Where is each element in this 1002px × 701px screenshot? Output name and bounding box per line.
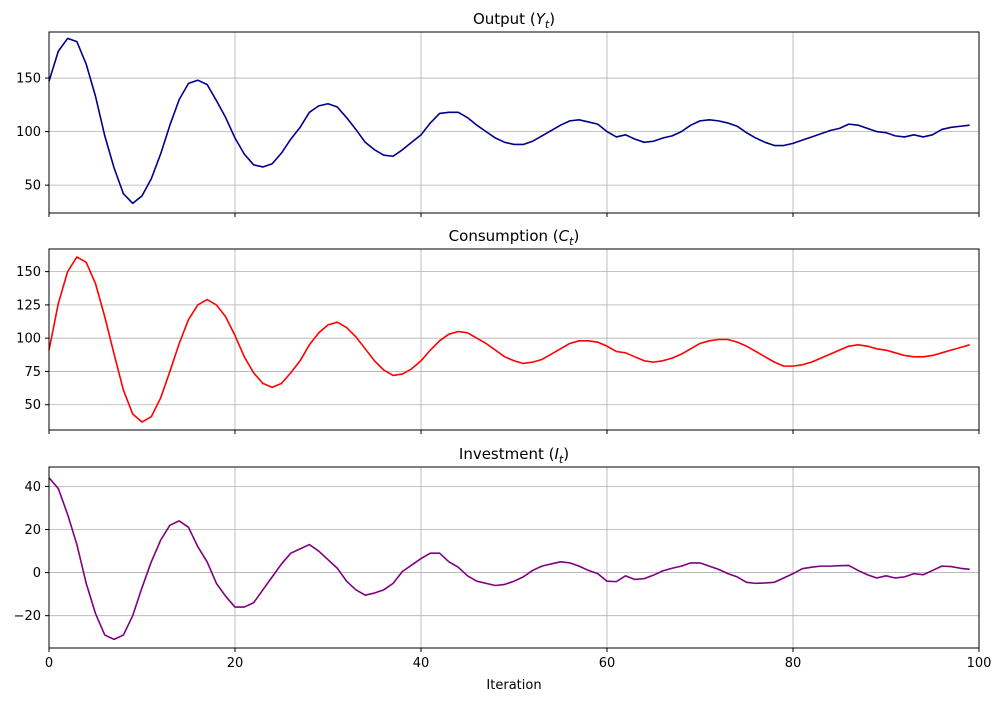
consumption-series-line [48,256,970,423]
investment-axes-frame [48,466,980,649]
investment-x-tick-label: 80 [785,656,802,671]
investment-panel: Investment (It) −20 0 20 40 0 20 40 60 80 100 [14,445,992,671]
output-y-tick-label: 50 [24,179,41,194]
investment-panel-title: Investment (It) [459,445,569,466]
output-axes-frame [48,31,980,214]
consumption-plot-area: 50 75 100 125 150 [16,248,980,434]
consumption-panel: Consumption (Ct) 50 75 100 125 150 [16,227,980,434]
investment-y-tick-label: 0 [33,566,41,581]
investment-x-tick-label: 60 [599,656,616,671]
investment-series-line [48,477,970,641]
output-panel: Output (Yt) 50 100 150 [16,10,980,217]
consumption-y-tick-label: 75 [24,365,41,380]
consumption-y-tick-label: 150 [16,265,41,280]
consumption-y-tick-label: 125 [16,298,41,313]
output-y-tick-label: 100 [16,125,41,140]
consumption-y-tick-label: 100 [16,332,41,347]
investment-y-tick-label: −20 [14,609,41,624]
output-y-tick-label: 150 [16,72,41,87]
investment-x-tick-label: 100 [967,656,992,671]
investment-x-tick-label: 40 [413,656,430,671]
investment-plot-area: −20 0 20 40 0 20 40 60 80 100 [14,466,992,671]
consumption-panel-title: Consumption (Ct) [449,227,580,248]
consumption-axes-frame [48,248,980,431]
investment-y-tick-label: 20 [24,523,41,538]
output-plot-area: 50 100 150 [16,31,980,217]
output-panel-title: Output (Yt) [473,10,555,31]
investment-x-tick-label: 0 [45,656,53,671]
investment-x-tick-label: 20 [227,656,244,671]
x-axis-label: Iteration [486,678,541,693]
output-series-line [48,37,970,205]
investment-y-tick-label: 40 [24,480,41,495]
consumption-y-tick-label: 50 [24,398,41,413]
